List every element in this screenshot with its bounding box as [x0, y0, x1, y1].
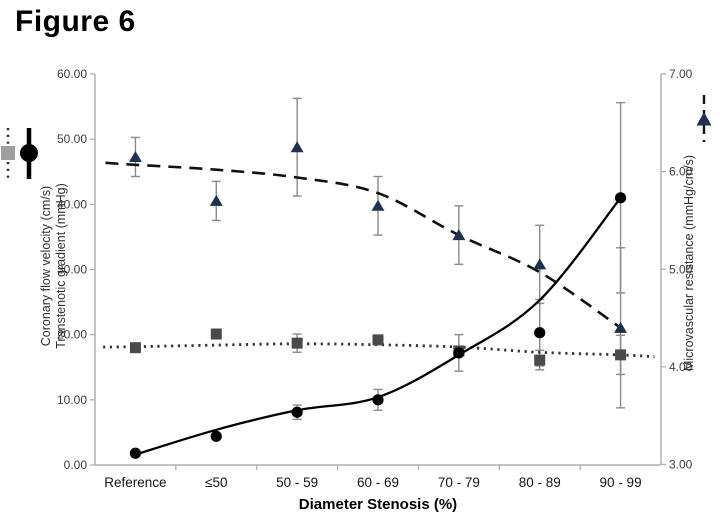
- legend-resistance-triangle-marker: [696, 112, 712, 126]
- y-axis-right-tick-label: 5.00: [669, 262, 693, 276]
- x-axis-category-label: 90 - 99: [600, 475, 642, 490]
- x-axis-category-label: 50 - 59: [276, 475, 318, 490]
- data-point-square: [291, 337, 303, 349]
- data-point-circle: [129, 447, 142, 459]
- x-axis-category-label: 60 - 69: [357, 475, 399, 490]
- y-axis-left-tick-label: 20.00: [57, 328, 87, 342]
- data-point-triangle: [290, 141, 304, 153]
- y-axis-right-tick-label: 4.00: [669, 360, 693, 374]
- right-axis-title: Microvascular resistance (mmHg/cm/s): [682, 155, 696, 372]
- legend-flow-velocity-square-marker: [1, 146, 15, 160]
- left-axis-title-line2: Transtenotic gradient (mmHg): [54, 183, 68, 349]
- legend-gradient-circle-marker: [20, 144, 38, 162]
- left-axis-title-line1: Coronary flow velocity (cm/s): [39, 185, 53, 347]
- data-point-circle: [614, 192, 627, 204]
- data-point-circle: [291, 406, 303, 418]
- data-point-square: [534, 354, 546, 366]
- x-axis-category-label: ≤50: [205, 475, 227, 490]
- data-point-circle: [372, 394, 384, 406]
- x-axis-category-label: Reference: [104, 475, 166, 490]
- y-axis-right-tick-label: 6.00: [669, 165, 693, 179]
- data-point-square: [372, 334, 384, 346]
- left-axis-title: Coronary flow velocity (cm/s) Transtenot…: [39, 56, 69, 476]
- x-axis-category-label: 70 - 79: [438, 475, 480, 490]
- x-axis-category-label: 80 - 89: [519, 475, 561, 490]
- data-point-triangle: [371, 199, 385, 211]
- y-axis-right-tick-label: 7.00: [669, 67, 693, 81]
- data-point-triangle: [128, 150, 142, 162]
- data-point-triangle: [452, 229, 466, 241]
- figure-title: Figure 6: [15, 5, 136, 38]
- trend-line-flow-velocity: [103, 342, 655, 359]
- data-point-square: [210, 328, 222, 340]
- y-axis-left-tick-label: 10.00: [57, 393, 87, 407]
- data-point-square: [615, 349, 627, 361]
- x-axis-title: Diameter Stenosis (%): [298, 496, 458, 513]
- data-point-triangle: [209, 194, 223, 206]
- y-axis-left-tick-label: 50.00: [57, 132, 87, 146]
- data-point-triangle: [533, 258, 547, 270]
- trend-line-transtenotic-gradient: [135, 197, 622, 456]
- data-point-circle: [210, 430, 222, 442]
- data-point-triangle: [614, 321, 628, 333]
- y-axis-right-tick-label: 3.00: [669, 458, 693, 472]
- data-point-circle: [453, 347, 465, 359]
- y-axis-left-tick-label: 40.00: [57, 197, 87, 211]
- y-axis-left-tick-label: 30.00: [57, 263, 87, 277]
- data-point-square: [129, 342, 141, 354]
- y-axis-left-tick-label: 60.00: [57, 67, 87, 81]
- data-point-circle: [534, 327, 546, 339]
- y-axis-left-tick-label: 0.00: [64, 458, 88, 472]
